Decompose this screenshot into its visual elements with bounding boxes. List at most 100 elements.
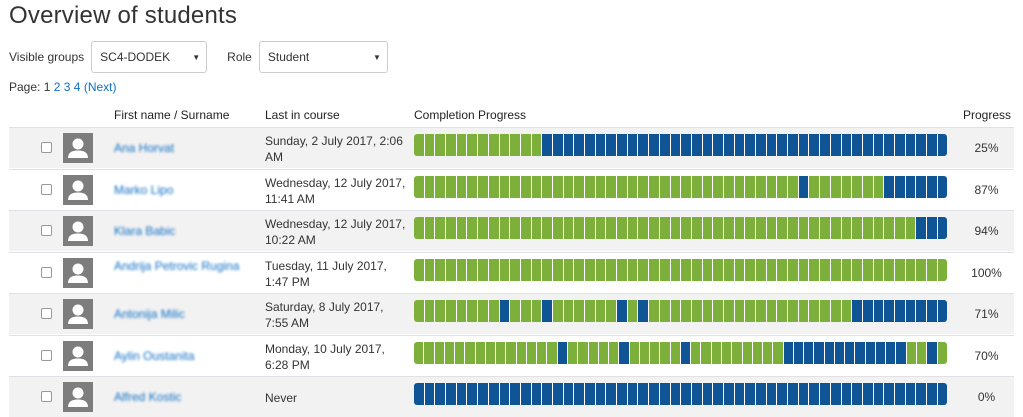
activity-complete-cell[interactable] (830, 258, 842, 281)
activity-complete-cell[interactable] (820, 258, 831, 281)
activity-complete-cell[interactable] (723, 258, 735, 281)
activity-complete-cell[interactable] (894, 258, 906, 281)
activity-complete-cell[interactable] (467, 217, 479, 239)
activity-complete-cell[interactable] (742, 341, 753, 364)
activity-incomplete-cell[interactable] (927, 341, 938, 364)
activity-complete-cell[interactable] (627, 217, 639, 239)
activity-complete-cell[interactable] (894, 217, 906, 239)
activity-complete-cell[interactable] (763, 341, 774, 364)
activity-complete-cell[interactable] (873, 217, 885, 239)
activity-complete-cell[interactable] (520, 217, 532, 239)
activity-complete-cell[interactable] (552, 217, 564, 239)
activity-complete-cell[interactable] (702, 175, 714, 198)
activity-incomplete-cell[interactable] (681, 383, 692, 405)
activity-complete-cell[interactable] (734, 217, 746, 239)
avatar[interactable] (63, 340, 93, 371)
activity-incomplete-cell[interactable] (845, 341, 856, 364)
activity-incomplete-cell[interactable] (894, 175, 906, 198)
activity-incomplete-cell[interactable] (619, 341, 630, 364)
activity-incomplete-cell[interactable] (875, 341, 887, 364)
activity-incomplete-cell[interactable] (606, 134, 618, 156)
role-select[interactable]: Student ▼ (258, 41, 388, 73)
activity-complete-cell[interactable] (414, 300, 425, 322)
activity-incomplete-cell[interactable] (777, 134, 789, 156)
activity-complete-cell[interactable] (609, 341, 620, 364)
activity-complete-cell[interactable] (670, 341, 681, 364)
activity-complete-cell[interactable] (567, 341, 579, 364)
pager-link-3[interactable]: 3 (63, 80, 71, 94)
activity-complete-cell[interactable] (852, 258, 863, 281)
activity-complete-cell[interactable] (446, 258, 457, 281)
activity-incomplete-cell[interactable] (777, 383, 789, 405)
activity-incomplete-cell[interactable] (670, 383, 682, 405)
student-name-link[interactable]: Alfred Kostic (114, 390, 182, 404)
activity-incomplete-cell[interactable] (638, 383, 650, 405)
activity-complete-cell[interactable] (520, 300, 532, 322)
activity-complete-cell[interactable] (526, 341, 538, 364)
activity-complete-cell[interactable] (937, 341, 947, 364)
activity-incomplete-cell[interactable] (824, 341, 835, 364)
activity-incomplete-cell[interactable] (542, 383, 553, 405)
activity-complete-cell[interactable] (777, 217, 789, 239)
activity-complete-cell[interactable] (798, 217, 810, 239)
activity-complete-cell[interactable] (723, 300, 735, 322)
activity-complete-cell[interactable] (424, 300, 436, 322)
activity-incomplete-cell[interactable] (798, 134, 810, 156)
activity-complete-cell[interactable] (627, 175, 639, 198)
activity-complete-cell[interactable] (809, 175, 821, 198)
activity-complete-cell[interactable] (798, 300, 810, 322)
groups-select[interactable]: SC4-DODEK ▼ (91, 41, 208, 73)
activity-complete-cell[interactable] (638, 258, 650, 281)
pager-link-4[interactable]: 4 (73, 80, 81, 94)
activity-incomplete-cell[interactable] (862, 134, 874, 156)
activity-complete-cell[interactable] (766, 300, 778, 322)
activity-complete-cell[interactable] (659, 300, 671, 322)
activity-complete-cell[interactable] (681, 175, 692, 198)
activity-complete-cell[interactable] (659, 217, 671, 239)
activity-incomplete-cell[interactable] (531, 383, 543, 405)
activity-complete-cell[interactable] (520, 175, 532, 198)
activity-incomplete-cell[interactable] (852, 383, 863, 405)
activity-incomplete-cell[interactable] (617, 300, 628, 322)
activity-complete-cell[interactable] (510, 134, 521, 156)
activity-complete-cell[interactable] (574, 217, 585, 239)
activity-complete-cell[interactable] (435, 217, 447, 239)
activity-complete-cell[interactable] (435, 134, 447, 156)
activity-incomplete-cell[interactable] (670, 134, 682, 156)
activity-complete-cell[interactable] (841, 217, 853, 239)
activity-complete-cell[interactable] (456, 134, 468, 156)
activity-incomplete-cell[interactable] (830, 134, 842, 156)
activity-complete-cell[interactable] (478, 134, 489, 156)
activity-incomplete-cell[interactable] (713, 383, 724, 405)
activity-complete-cell[interactable] (766, 175, 778, 198)
activity-complete-cell[interactable] (531, 300, 543, 322)
activity-complete-cell[interactable] (542, 175, 553, 198)
activity-incomplete-cell[interactable] (873, 300, 885, 322)
activity-complete-cell[interactable] (467, 300, 479, 322)
activity-incomplete-cell[interactable] (745, 134, 756, 156)
activity-complete-cell[interactable] (756, 300, 767, 322)
activity-complete-cell[interactable] (488, 134, 500, 156)
activity-complete-cell[interactable] (691, 341, 702, 364)
activity-complete-cell[interactable] (435, 175, 447, 198)
activity-complete-cell[interactable] (830, 217, 842, 239)
activity-incomplete-cell[interactable] (927, 300, 938, 322)
activity-incomplete-cell[interactable] (585, 383, 596, 405)
activity-complete-cell[interactable] (485, 341, 497, 364)
activity-complete-cell[interactable] (906, 341, 918, 364)
activity-incomplete-cell[interactable] (745, 383, 756, 405)
activity-incomplete-cell[interactable] (927, 383, 938, 405)
avatar[interactable] (63, 174, 93, 205)
activity-complete-cell[interactable] (788, 217, 799, 239)
activity-incomplete-cell[interactable] (905, 383, 917, 405)
activity-incomplete-cell[interactable] (841, 383, 853, 405)
row-select-checkbox[interactable] (41, 266, 52, 278)
activity-complete-cell[interactable] (510, 217, 521, 239)
activity-complete-cell[interactable] (659, 258, 671, 281)
activity-complete-cell[interactable] (884, 217, 895, 239)
activity-complete-cell[interactable] (670, 258, 682, 281)
activity-incomplete-cell[interactable] (627, 134, 639, 156)
activity-complete-cell[interactable] (446, 217, 457, 239)
activity-incomplete-cell[interactable] (916, 175, 927, 198)
activity-complete-cell[interactable] (734, 175, 746, 198)
